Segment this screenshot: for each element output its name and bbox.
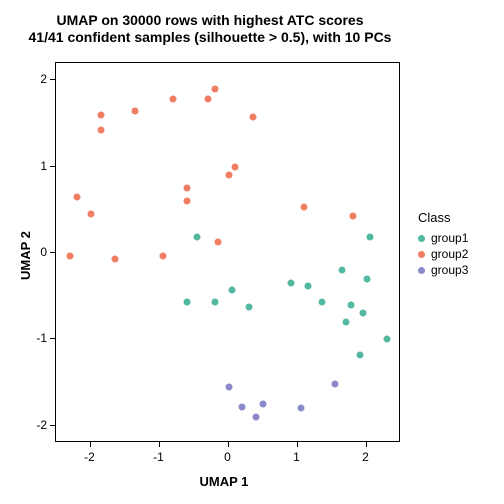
legend-label: group1 (431, 231, 468, 245)
x-tick-mark (297, 442, 298, 447)
data-point (204, 96, 211, 103)
data-point (228, 287, 235, 294)
data-point (356, 351, 363, 358)
umap-scatter-chart: UMAP on 30000 rows with highest ATC scor… (0, 0, 504, 504)
data-point (384, 336, 391, 343)
legend-label: group3 (431, 263, 468, 277)
data-point (97, 126, 104, 133)
data-point (184, 185, 191, 192)
x-axis-label: UMAP 1 (200, 474, 249, 489)
x-tick-mark (366, 442, 367, 447)
x-tick-mark (228, 442, 229, 447)
data-point (360, 310, 367, 317)
data-point (159, 252, 166, 259)
y-tick-mark (50, 166, 55, 167)
y-tick-label: -1 (31, 331, 47, 345)
legend: Class group1 group2 group3 (418, 210, 468, 279)
data-point (348, 301, 355, 308)
data-point (301, 204, 308, 211)
legend-label: group2 (431, 247, 468, 261)
chart-title-line2: 41/41 confident samples (silhouette > 0.… (0, 29, 420, 46)
data-point (215, 238, 222, 245)
data-point (249, 114, 256, 121)
chart-title: UMAP on 30000 rows with highest ATC scor… (0, 12, 420, 46)
data-point (194, 234, 201, 241)
data-point (363, 275, 370, 282)
data-point (111, 256, 118, 263)
data-point (66, 252, 73, 259)
data-point (318, 299, 325, 306)
y-tick-label: 1 (31, 159, 47, 173)
data-point (232, 163, 239, 170)
x-tick-label: 2 (362, 450, 369, 464)
legend-item: group2 (418, 247, 468, 261)
data-point (87, 211, 94, 218)
data-point (246, 304, 253, 311)
y-tick-mark (50, 79, 55, 80)
data-point (366, 234, 373, 241)
data-point (239, 403, 246, 410)
y-tick-label: 2 (31, 72, 47, 86)
data-point (225, 383, 232, 390)
data-point (253, 414, 260, 421)
data-point (260, 401, 267, 408)
x-tick-mark (159, 442, 160, 447)
data-point (349, 212, 356, 219)
x-tick-label: -2 (84, 450, 95, 464)
y-tick-mark (50, 425, 55, 426)
plot-area (55, 62, 400, 442)
legend-swatch (418, 251, 425, 258)
data-point (97, 111, 104, 118)
data-point (297, 405, 304, 412)
x-tick-mark (90, 442, 91, 447)
data-point (225, 172, 232, 179)
y-tick-mark (50, 338, 55, 339)
y-tick-label: 0 (31, 245, 47, 259)
y-tick-label: -2 (31, 418, 47, 432)
data-point (132, 107, 139, 114)
chart-title-line1: UMAP on 30000 rows with highest ATC scor… (0, 12, 420, 29)
data-point (184, 299, 191, 306)
legend-swatch (418, 235, 425, 242)
x-tick-label: -1 (153, 450, 164, 464)
x-tick-label: 1 (293, 450, 300, 464)
data-point (211, 85, 218, 92)
legend-item: group1 (418, 231, 468, 245)
data-point (287, 280, 294, 287)
data-point (184, 198, 191, 205)
legend-item: group3 (418, 263, 468, 277)
data-point (170, 96, 177, 103)
legend-swatch (418, 267, 425, 274)
data-point (73, 193, 80, 200)
x-tick-label: 0 (224, 450, 231, 464)
data-point (332, 381, 339, 388)
y-tick-mark (50, 252, 55, 253)
data-point (211, 299, 218, 306)
data-point (339, 267, 346, 274)
legend-title: Class (418, 210, 468, 225)
data-point (304, 282, 311, 289)
data-point (342, 319, 349, 326)
